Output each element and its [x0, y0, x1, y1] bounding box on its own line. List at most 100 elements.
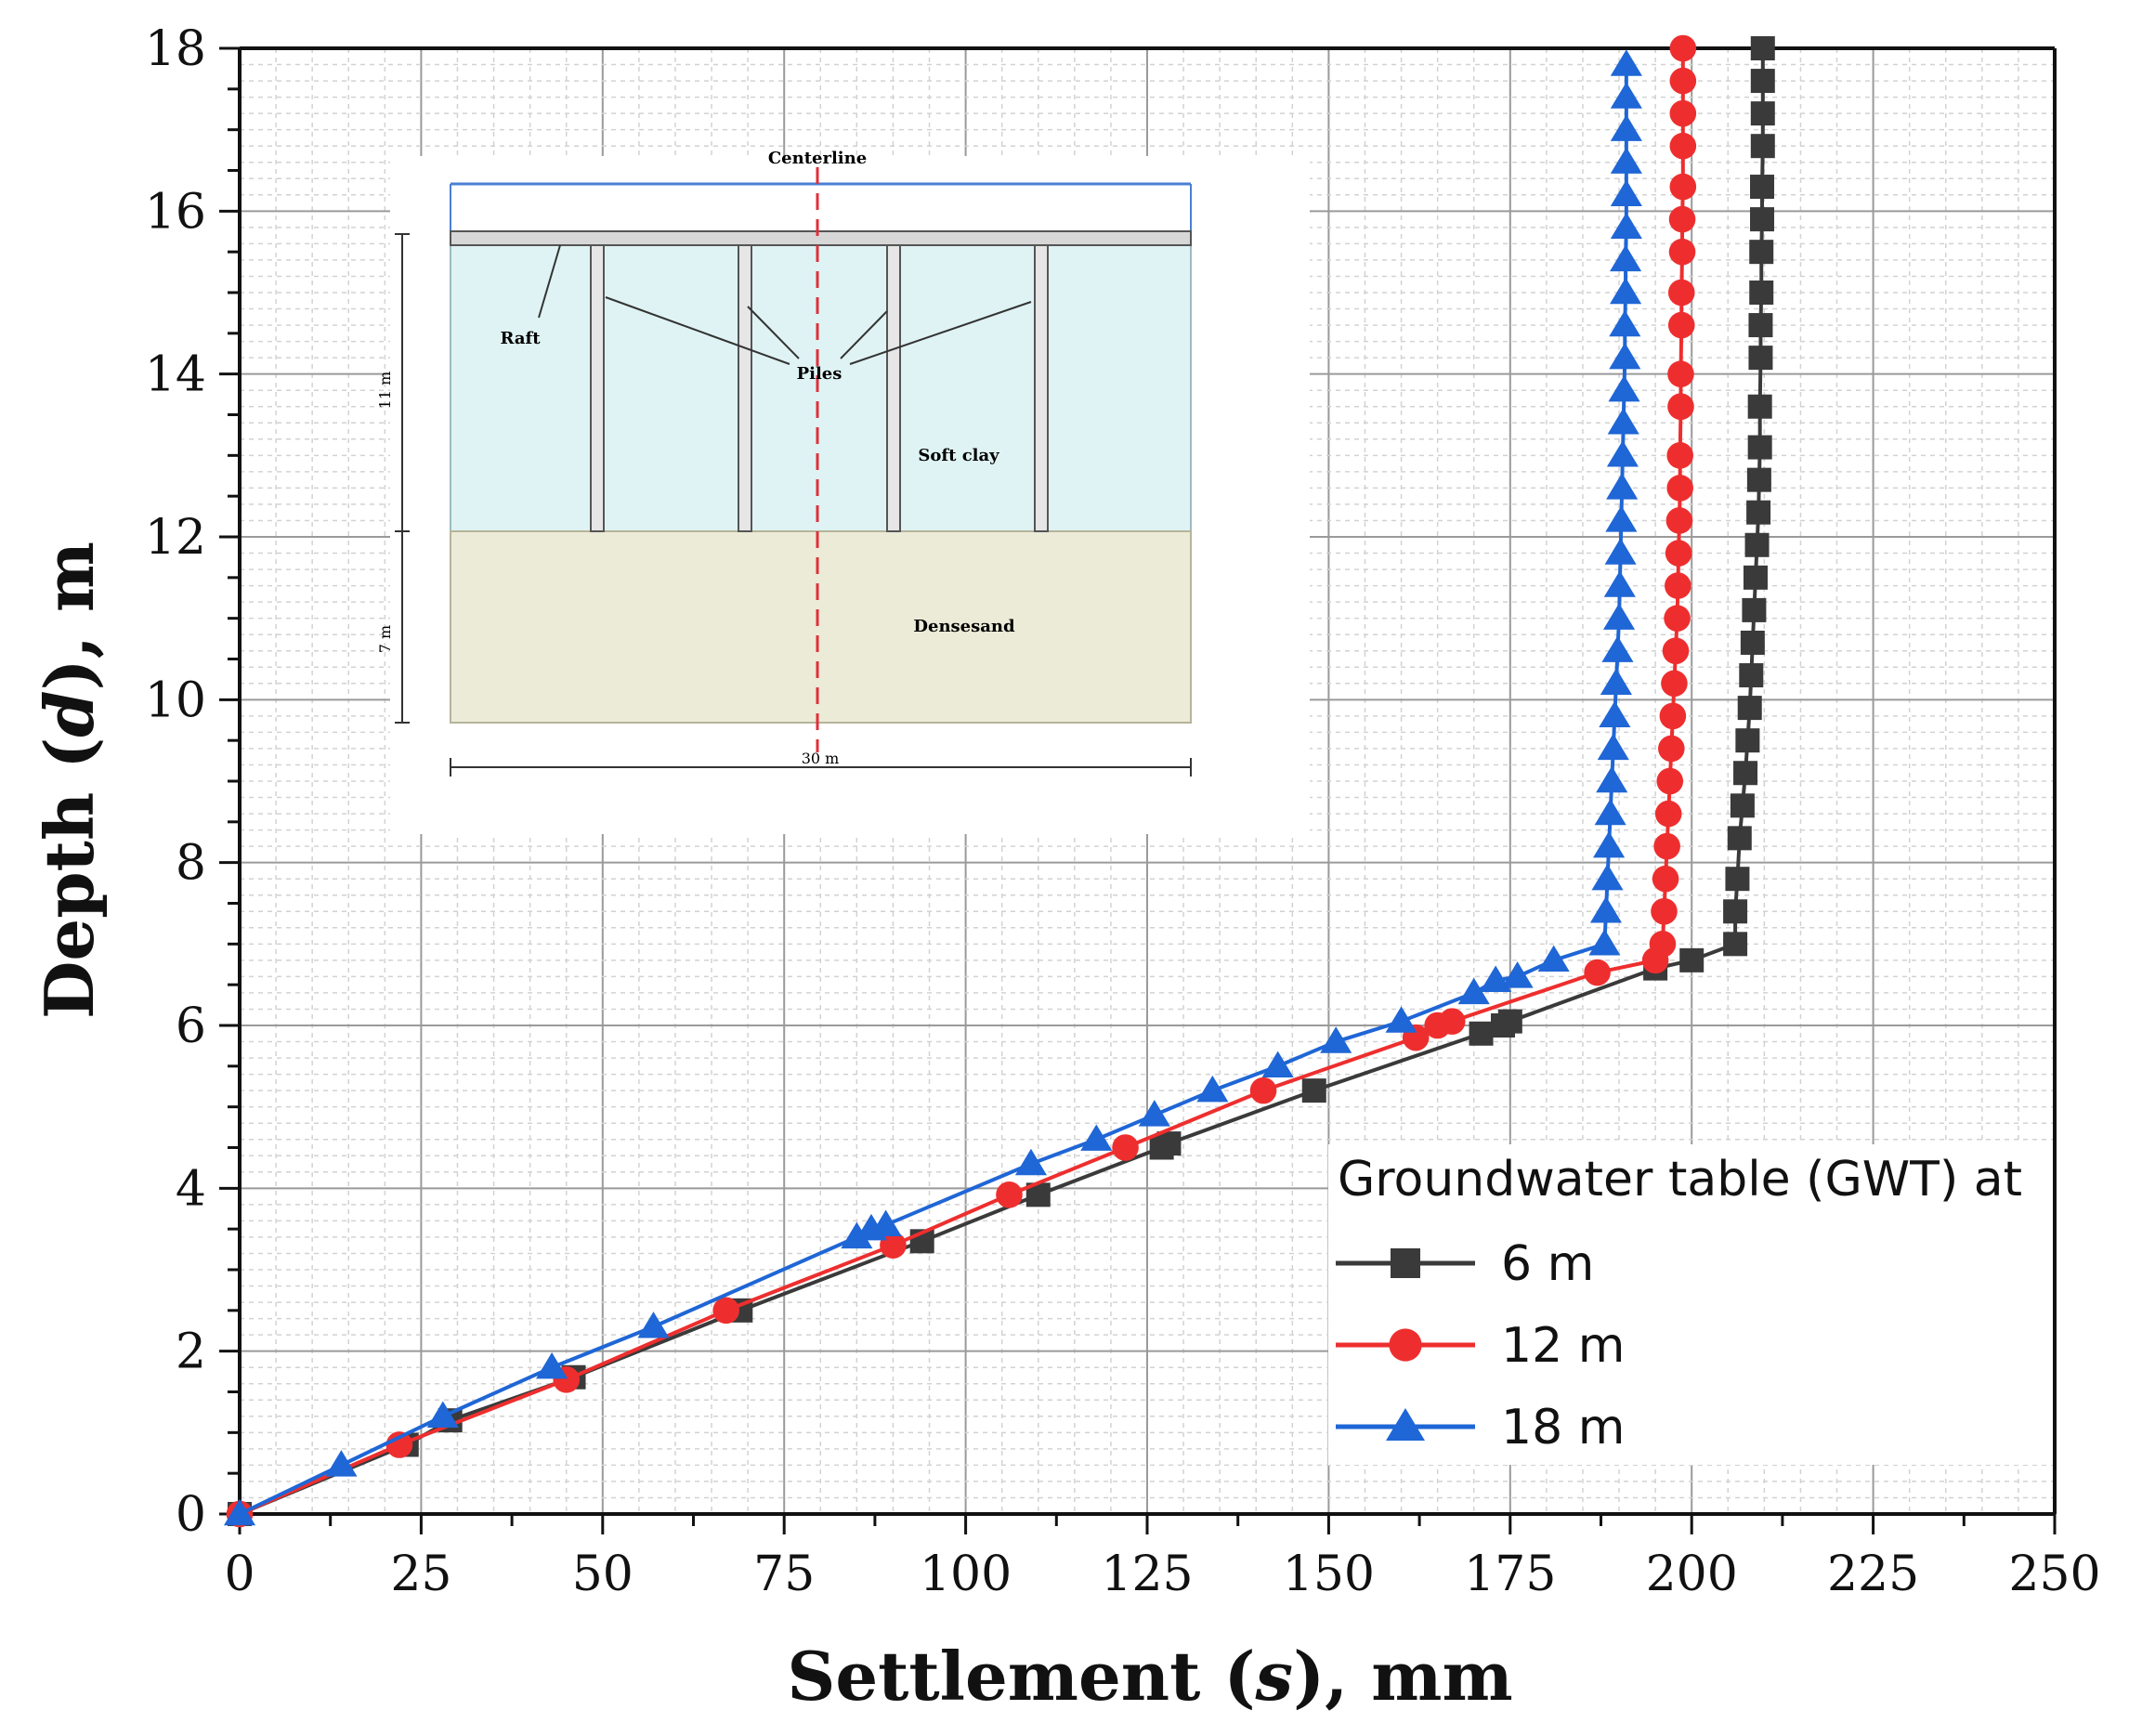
x-tick-label: 25 — [390, 1547, 451, 1602]
series-12m — [226, 34, 1697, 1528]
data-point — [1608, 374, 1640, 402]
data-point — [841, 1221, 873, 1249]
data-point — [1744, 532, 1770, 557]
data-point — [1748, 313, 1773, 338]
data-point — [637, 1312, 670, 1338]
data-point — [1742, 597, 1767, 622]
legend-marker — [1386, 1408, 1425, 1441]
x-tick-label: 150 — [1283, 1547, 1375, 1602]
data-point — [1080, 1124, 1113, 1151]
data-point — [1666, 475, 1693, 502]
y-tick-label: 14 — [145, 347, 206, 403]
data-point — [1014, 1148, 1048, 1176]
y-tick-label: 6 — [176, 999, 206, 1054]
data-point — [1610, 147, 1642, 174]
data-point — [1497, 1009, 1522, 1034]
raft — [450, 230, 1192, 246]
centerline-label: Centerline — [768, 149, 867, 168]
data-point — [1600, 668, 1632, 695]
legend-label: 6 m — [1501, 1236, 1594, 1292]
pile-3 — [886, 244, 901, 532]
data-point — [1667, 360, 1694, 387]
pile-2 — [738, 244, 752, 532]
data-point — [1669, 34, 1697, 62]
data-point — [1665, 572, 1691, 599]
series-layer — [223, 34, 1775, 1528]
dense-sand-layer — [450, 530, 1192, 724]
series-line — [239, 48, 1685, 1516]
x-tick-label: 100 — [920, 1547, 1012, 1602]
inset-diagram: Centerline Raft Piles Soft clay Densesan… — [376, 149, 1310, 834]
y-axis-title-variable: d — [30, 690, 109, 737]
data-point — [1654, 800, 1682, 828]
data-point — [1457, 977, 1490, 1005]
data-point — [1609, 342, 1641, 370]
data-point — [1606, 473, 1639, 500]
data-point — [1610, 82, 1642, 109]
pile-pointer-4 — [849, 301, 1032, 365]
data-point — [1667, 279, 1695, 307]
data-point — [1733, 761, 1758, 786]
data-point — [223, 1498, 256, 1526]
dimension-30m-label: 30 m — [802, 750, 840, 767]
legend-marker — [1391, 1248, 1420, 1278]
data-point — [1138, 1100, 1170, 1127]
y-axis-title-part-1: Depth ( — [30, 737, 109, 1019]
x-axis-title-part-1: Settlement ( — [787, 1637, 1255, 1716]
data-point — [1749, 281, 1774, 305]
raft-pointer — [538, 244, 561, 319]
soft-clay-label: Soft clay — [918, 446, 999, 465]
data-point — [1669, 132, 1697, 160]
axis-ticks — [219, 46, 2057, 1534]
data-point — [1746, 467, 1771, 492]
data-point — [1666, 442, 1693, 469]
data-point — [1249, 1077, 1277, 1104]
data-point — [1746, 500, 1771, 525]
data-point — [1740, 630, 1765, 655]
data-point — [712, 1297, 739, 1325]
data-point — [1747, 394, 1772, 419]
data-point — [1649, 931, 1677, 958]
data-point — [1661, 670, 1688, 698]
y-axis-title-part-2: ), m — [30, 542, 109, 690]
data-point — [1610, 212, 1642, 240]
data-point — [1610, 114, 1642, 141]
data-point — [1589, 896, 1623, 923]
data-point — [1320, 1026, 1352, 1053]
data-point — [1669, 67, 1697, 95]
data-point — [1749, 240, 1774, 265]
data-point — [1602, 603, 1636, 630]
data-point — [1610, 179, 1642, 206]
data-point — [1723, 899, 1748, 924]
data-point — [1501, 961, 1534, 988]
raft-label: Raft — [500, 329, 541, 348]
data-point — [1601, 635, 1634, 662]
legend-background — [1328, 1144, 2053, 1465]
data-point — [1659, 702, 1687, 730]
data-point — [1743, 565, 1768, 590]
data-point — [880, 1232, 907, 1259]
x-tick-label: 200 — [1646, 1547, 1738, 1602]
data-point — [1301, 1078, 1326, 1103]
piles-label: Piles — [797, 364, 842, 384]
data-point — [1261, 1051, 1294, 1078]
data-point — [1750, 207, 1775, 232]
x-tick-label: 250 — [2008, 1547, 2100, 1602]
data-point — [1750, 69, 1775, 94]
data-point — [1609, 309, 1641, 337]
data-point — [1438, 1008, 1466, 1035]
x-tick-label: 225 — [1827, 1547, 1919, 1602]
data-point — [1668, 238, 1696, 266]
data-point — [1584, 959, 1611, 986]
y-tick-label: 4 — [176, 1161, 206, 1217]
pile-1 — [590, 244, 605, 532]
y-tick-label: 16 — [145, 184, 206, 240]
data-point — [1750, 134, 1775, 159]
data-point — [1727, 826, 1752, 851]
data-point — [1606, 440, 1639, 467]
x-tick-label: 50 — [572, 1547, 633, 1602]
data-point — [1739, 663, 1764, 688]
y-tick-label: 12 — [145, 510, 206, 566]
y-tick-label: 2 — [176, 1325, 206, 1380]
